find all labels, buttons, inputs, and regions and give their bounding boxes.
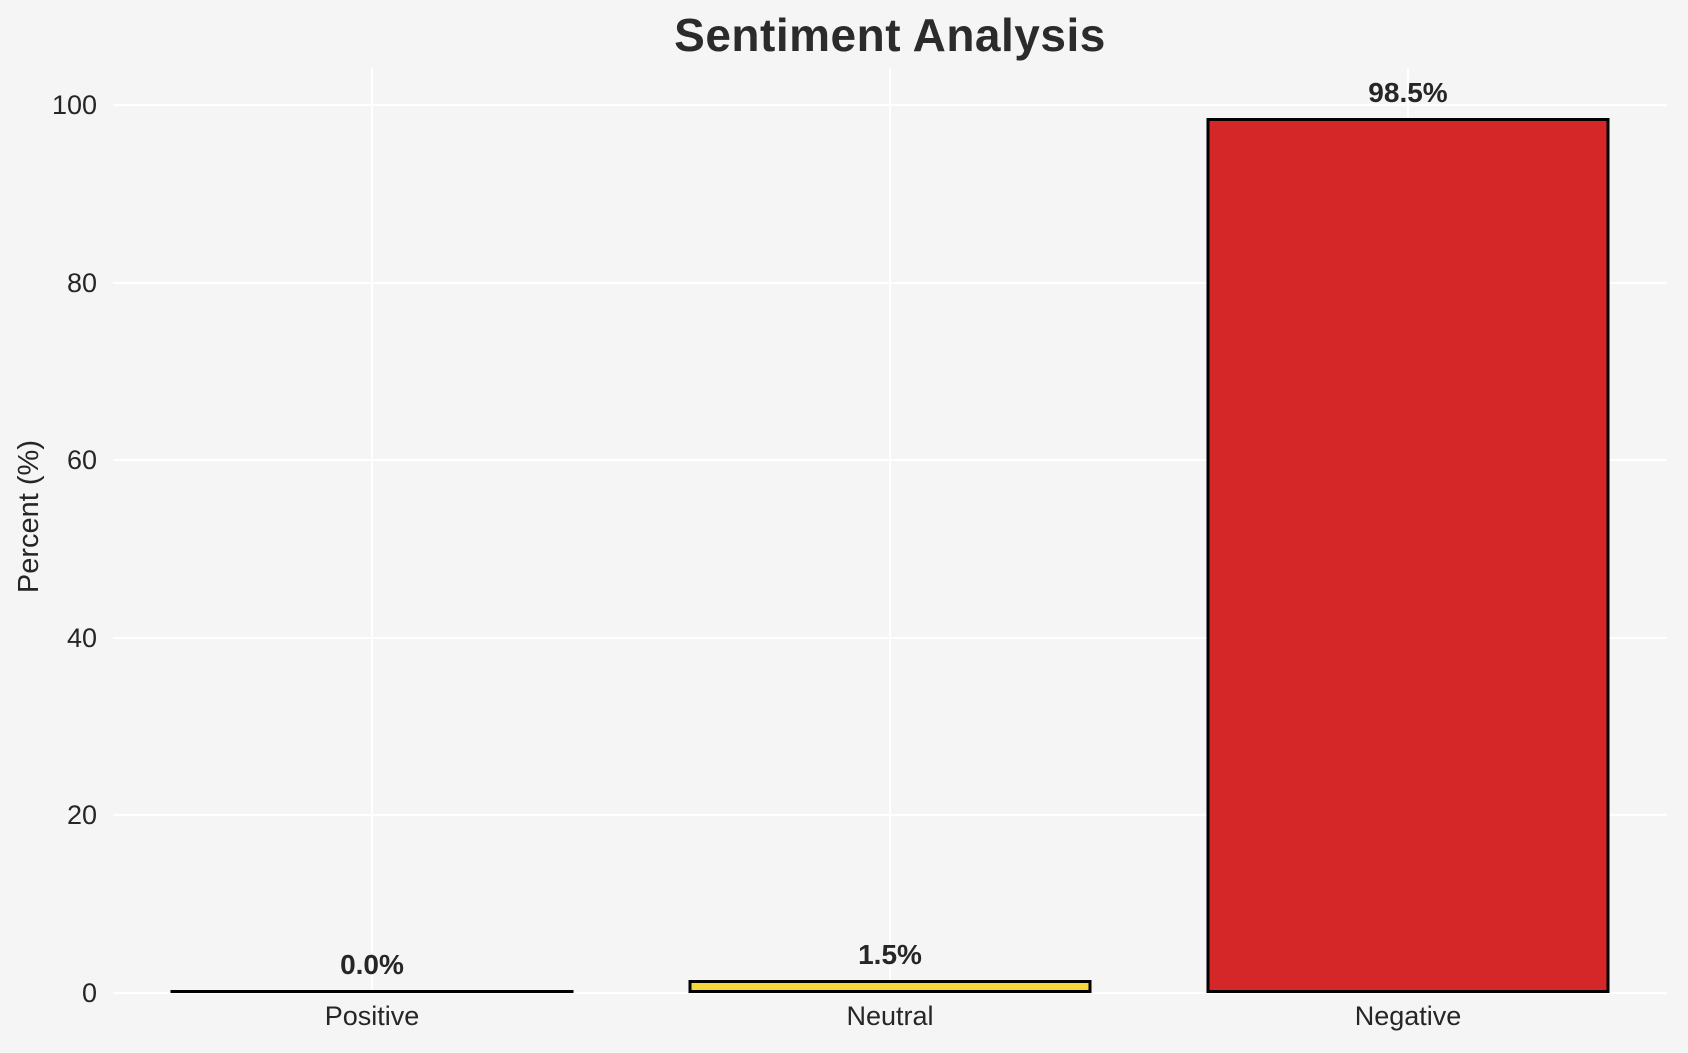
y-tick-label: 20 (66, 800, 97, 831)
x-tick-label-negative: Negative (1354, 1001, 1462, 1031)
y-tick-label: 80 (66, 267, 97, 298)
bar-value-label-neutral: 1.5% (858, 939, 922, 970)
y-tick-label: 0 (81, 978, 97, 1008)
bar-positive (170, 990, 574, 993)
gridline-y-0 (113, 992, 1667, 994)
chart-title: Sentiment Analysis (674, 9, 1106, 61)
bar-value-label-negative: 98.5% (1368, 77, 1448, 108)
y-tick-label: 40 (66, 622, 97, 653)
gridline-x-neutral (889, 68, 891, 993)
y-tick-label: 60 (66, 445, 97, 476)
y-tick-label: 100 (51, 90, 97, 120)
gridline-x-positive (370, 68, 373, 993)
x-tick-label-positive: Positive (324, 1001, 420, 1031)
bar-neutral (688, 980, 1092, 993)
x-tick-label-neutral: Neutral (846, 1001, 934, 1031)
plot-area: 0.0% 1.5% 98.5% (113, 68, 1667, 994)
bar-negative (1206, 118, 1610, 993)
bar-value-label-positive: 0.0% (340, 949, 404, 980)
